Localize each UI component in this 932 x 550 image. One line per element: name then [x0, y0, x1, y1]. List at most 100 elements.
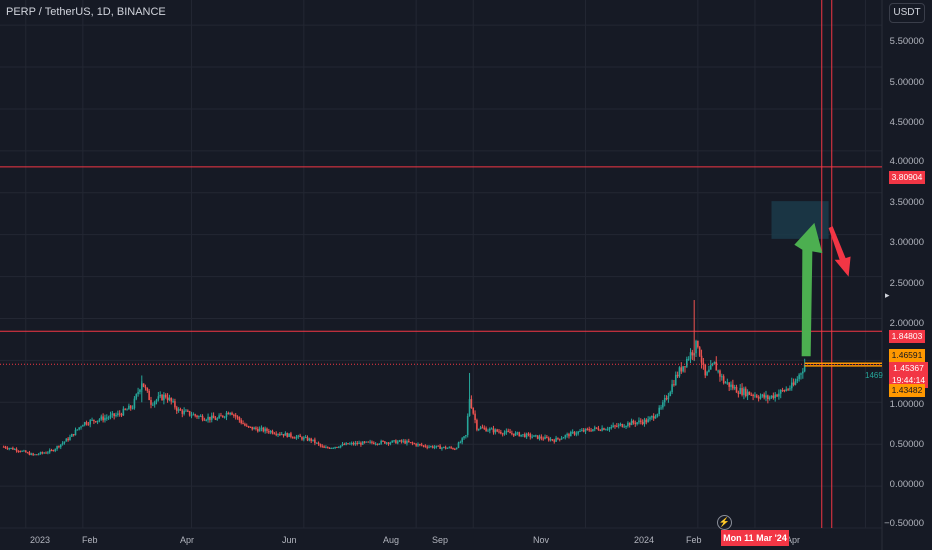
candle-body — [558, 438, 561, 440]
candle-body — [58, 446, 60, 448]
date-marker: Mon 11 Mar '24 — [721, 530, 789, 546]
candle-body — [603, 428, 605, 430]
candle-body — [732, 384, 734, 389]
candle-body — [256, 428, 259, 432]
candle-body — [761, 394, 764, 397]
candle-body — [124, 408, 127, 410]
candle-body — [212, 415, 215, 419]
candle-body — [522, 434, 524, 436]
candle-body — [535, 435, 537, 437]
candle-body — [557, 437, 559, 439]
candle-body — [139, 389, 141, 393]
candle-body — [6, 447, 9, 449]
side-label: 1469 — [865, 371, 883, 380]
candle-body — [85, 422, 88, 425]
candle-body — [507, 430, 510, 432]
candle-body — [802, 371, 804, 374]
candle-body — [632, 420, 635, 423]
candle-body — [236, 416, 239, 418]
candle-body — [398, 440, 401, 442]
candle-body — [43, 452, 45, 454]
candle-body — [446, 447, 449, 449]
candle-body — [441, 447, 443, 449]
candle-body — [684, 366, 686, 368]
candle-body — [293, 437, 296, 439]
candle-body — [452, 448, 454, 450]
candle-body — [231, 412, 233, 415]
candle-body — [474, 413, 476, 421]
candle-body — [604, 429, 607, 431]
candle-body — [336, 446, 338, 448]
candle-body — [741, 388, 743, 395]
candle-body — [448, 447, 451, 449]
currency-button[interactable]: USDT — [889, 3, 925, 23]
candle-body — [321, 445, 324, 447]
candle-body — [420, 444, 423, 446]
candle-body — [233, 414, 235, 416]
candle-body — [669, 392, 672, 396]
candle-body — [509, 431, 511, 434]
candle-body — [37, 454, 40, 456]
candle-body — [730, 384, 732, 387]
candle-body — [74, 429, 77, 436]
candle-body — [39, 452, 42, 455]
candle-body — [639, 420, 642, 422]
candle-body — [787, 389, 789, 391]
candle-body — [706, 371, 708, 376]
candle-body — [347, 443, 349, 445]
candle-body — [520, 434, 522, 437]
scroll-right-icon[interactable]: ▸ — [885, 290, 890, 300]
candle-body — [10, 447, 12, 449]
candle-body — [551, 439, 554, 441]
candle-body — [129, 405, 132, 409]
candle-body — [319, 444, 322, 446]
candle-body — [395, 440, 397, 444]
candle-body — [463, 436, 465, 439]
candle-body — [249, 426, 252, 428]
y-tick: 4.00000 — [889, 156, 924, 167]
candle-body — [450, 447, 452, 449]
level-high-price-tag: 3.80904 — [889, 171, 925, 184]
symbol-title[interactable]: PERP / TetherUS, 1D, BINANCE — [6, 6, 166, 18]
candle-body — [430, 446, 432, 448]
candle-body — [628, 422, 631, 426]
x-tick: Aug — [383, 535, 400, 545]
candle-body — [496, 429, 498, 432]
candle-body — [744, 388, 747, 397]
candle-body — [78, 427, 80, 430]
candle-body — [415, 443, 417, 446]
y-tick: 0.50000 — [889, 439, 924, 450]
candle-body — [483, 427, 486, 429]
candle-body — [645, 419, 648, 423]
candle-body — [566, 434, 568, 436]
candle-body — [54, 449, 57, 451]
candle-body — [137, 392, 139, 395]
candle-body — [623, 426, 626, 428]
candle-body — [765, 395, 767, 398]
candle-body — [743, 388, 745, 395]
candle-body — [163, 394, 165, 401]
candle-body — [299, 435, 301, 438]
candle-body — [702, 362, 705, 365]
candle-body — [15, 449, 18, 451]
candle-body — [188, 411, 191, 416]
x-tick: Feb — [686, 535, 702, 545]
candle-body — [406, 440, 408, 444]
candle-body — [45, 452, 47, 454]
candle-body — [643, 419, 646, 424]
candle-body — [69, 436, 71, 441]
candle-body — [728, 382, 730, 387]
candle-body — [754, 395, 756, 397]
candle-body — [251, 426, 254, 430]
candle-body — [32, 453, 34, 455]
candle-body — [794, 381, 797, 385]
candle-body — [789, 388, 791, 390]
candle-body — [198, 416, 200, 418]
lightning-icon[interactable]: ⚡ — [717, 515, 732, 530]
candle-body — [400, 440, 403, 442]
candle-body — [41, 452, 44, 454]
candle-body — [371, 441, 373, 443]
candle-body — [538, 436, 541, 439]
candle-body — [214, 418, 217, 420]
